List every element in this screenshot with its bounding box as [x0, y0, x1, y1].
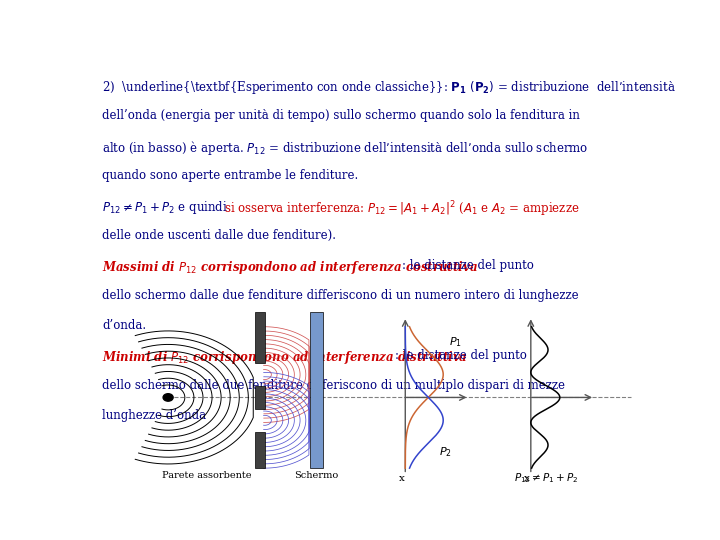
Bar [310, 312, 323, 468]
Text: d’onda.: d’onda. [102, 319, 146, 332]
Bar [255, 386, 265, 409]
Text: $P_{12}\neq P_1+P_2$: $P_{12}\neq P_1+P_2$ [514, 471, 579, 485]
Text: delle onde uscenti dalle due fenditure).: delle onde uscenti dalle due fenditure). [102, 229, 336, 242]
Text: x: x [524, 475, 530, 483]
Text: dello schermo dalle due fenditure differiscono di un multiplo dispari di mezze: dello schermo dalle due fenditure differ… [102, 379, 565, 392]
Text: $P_2$: $P_2$ [438, 446, 451, 460]
Text: Parete assorbente: Parete assorbente [163, 471, 252, 481]
Text: : le distanze del punto: : le distanze del punto [402, 259, 534, 272]
Text: si osserva interferenza: $P_{12} = |A_1+A_2|^2$ ($A_1$ e $A_2$ = ampiezze: si osserva interferenza: $P_{12} = |A_1+… [224, 199, 580, 219]
Text: x: x [399, 475, 405, 483]
Text: Massimi di $P_{12}$ corrispondono ad interferenza costruttiva: Massimi di $P_{12}$ corrispondono ad int… [102, 259, 478, 276]
Text: 2)  \underline{\textbf{Esperimento con onde classiche}}: $\mathbf{P_1}$ $(\mathb: 2) \underline{\textbf{Esperimento con on… [102, 79, 676, 96]
Text: Schermo: Schermo [294, 471, 338, 481]
Bar [255, 312, 265, 363]
Circle shape [163, 394, 173, 401]
Text: $P_1$: $P_1$ [449, 335, 462, 349]
Text: quando sono aperte entrambe le fenditure.: quando sono aperte entrambe le fenditure… [102, 169, 359, 182]
Text: alto (in basso) è aperta. $P_{12}$ = distribuzione dell’intensità dell’onda sull: alto (in basso) è aperta. $P_{12}$ = dis… [102, 139, 589, 157]
Text: Minimi di $P_{12}$ corrispondono ad interferenza distruttiva: Minimi di $P_{12}$ corrispondono ad inte… [102, 349, 468, 366]
Text: dell’onda (energia per unità di tempo) sullo schermo quando solo la fenditura in: dell’onda (energia per unità di tempo) s… [102, 109, 580, 122]
Text: : le distanze del punto: : le distanze del punto [395, 349, 527, 362]
Text: dello schermo dalle due fenditure differiscono di un numero intero di lunghezze: dello schermo dalle due fenditure differ… [102, 289, 579, 302]
Bar [255, 432, 265, 468]
Text: lunghezze d’onda: lunghezze d’onda [102, 409, 207, 422]
Text: $P_{12} \neq P_1 + P_2$ e quindi: $P_{12} \neq P_1 + P_2$ e quindi [102, 199, 228, 216]
